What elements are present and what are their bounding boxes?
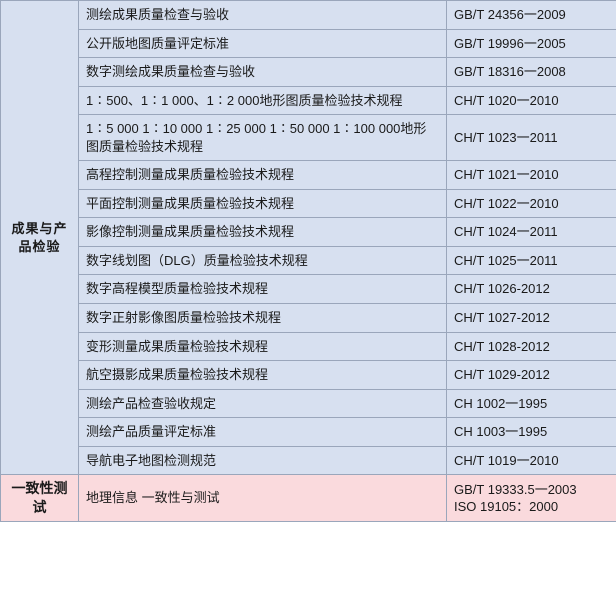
table-row-consistency: 一致性测试 地理信息 一致性与测试 GB/T 19333.5一2003 ISO … <box>0 474 616 523</box>
standard-name: 航空摄影成果质量检验技术规程 <box>78 360 447 390</box>
standard-name: 地理信息 一致性与测试 <box>78 474 447 523</box>
standard-code: CH/T 1028-2012 <box>446 331 616 362</box>
table-row: 公开版地图质量评定标准 GB/T 19996一2005 <box>1 28 616 59</box>
standard-name: 测绘产品质量评定标准 <box>78 417 447 447</box>
table-row: 导航电子地图检测规范 CH/T 1019一2010 <box>1 445 616 476</box>
table-row: 高程控制测量成果质量检验技术规程 CH/T 1021一2010 <box>1 160 616 190</box>
standard-code: CH/T 1020一2010 <box>446 85 616 116</box>
standard-code: CH 1002一1995 <box>446 388 616 419</box>
table-row: 1∶500、1∶1 000、1∶2 000地形图质量检验技术规程 CH/T 10… <box>1 85 616 116</box>
table-row: 数字正射影像图质量检验技术规程 CH/T 1027-2012 <box>1 303 616 333</box>
standard-name: 变形测量成果质量检验技术规程 <box>78 331 447 362</box>
standard-code: CH/T 1024一2011 <box>446 217 616 247</box>
standard-name: 影像控制测量成果质量检验技术规程 <box>78 217 447 247</box>
standard-code: CH/T 1022一2010 <box>446 188 616 219</box>
table-row: 成果与产品检验 测绘成果质量检查与验收 GB/T 24356一2009 <box>0 0 616 476</box>
standard-name: 数字测绘成果质量检查与验收 <box>78 57 447 87</box>
standards-table-body: 成果与产品检验 测绘成果质量检查与验收 GB/T 24356一2009 公开版地… <box>0 0 616 523</box>
standard-code: CH/T 1021一2010 <box>446 160 616 190</box>
category-cell-results: 成果与产品检验 <box>0 0 79 476</box>
category-label: 成果与产品检验 <box>11 221 68 254</box>
standards-table: 成果与产品检验 测绘成果质量检查与验收 GB/T 24356一2009 公开版地… <box>0 0 616 523</box>
table-row: 数字高程模型质量检验技术规程 CH/T 1026-2012 <box>1 274 616 305</box>
standard-code: CH/T 1025一2011 <box>446 245 616 276</box>
table-row: 航空摄影成果质量检验技术规程 CH/T 1029-2012 <box>1 360 616 390</box>
standard-name: 数字高程模型质量检验技术规程 <box>78 274 447 305</box>
table-row: 变形测量成果质量检验技术规程 CH/T 1028-2012 <box>1 331 616 362</box>
category-cell-consistency: 一致性测试 <box>0 474 79 523</box>
standard-code: CH/T 1029-2012 <box>446 360 616 390</box>
standard-code: CH/T 1026-2012 <box>446 274 616 305</box>
standard-name: 数字线划图（DLG）质量检验技术规程 <box>78 245 447 276</box>
standard-name: 平面控制测量成果质量检验技术规程 <box>78 188 447 219</box>
table-row: 数字线划图（DLG）质量检验技术规程 CH/T 1025一2011 <box>1 245 616 276</box>
standard-name: 导航电子地图检测规范 <box>78 445 447 476</box>
table-row: 影像控制测量成果质量检验技术规程 CH/T 1024一2011 <box>1 217 616 247</box>
standard-name: 公开版地图质量评定标准 <box>78 28 447 59</box>
standard-code: CH 1003一1995 <box>446 417 616 447</box>
standard-code: CH/T 1019一2010 <box>446 445 616 476</box>
standard-name: 测绘产品检查验收规定 <box>78 388 447 419</box>
table-row: 测绘产品检查验收规定 CH 1002一1995 <box>1 388 616 419</box>
standard-code: CH/T 1027-2012 <box>446 303 616 333</box>
table-row: 1∶5 000 1∶10 000 1∶25 000 1∶50 000 1∶100… <box>1 114 616 162</box>
standard-code: CH/T 1023一2011 <box>446 114 616 162</box>
table-row: 数字测绘成果质量检查与验收 GB/T 18316一2008 <box>1 57 616 87</box>
standard-code: GB/T 19333.5一2003 ISO 19105：2000 <box>446 474 616 523</box>
standard-name: 高程控制测量成果质量检验技术规程 <box>78 160 447 190</box>
standard-name: 1∶500、1∶1 000、1∶2 000地形图质量检验技术规程 <box>78 85 447 116</box>
standard-name: 测绘成果质量检查与验收 <box>78 0 447 30</box>
standard-code: GB/T 24356一2009 <box>446 0 616 30</box>
standard-code: GB/T 19996一2005 <box>446 28 616 59</box>
standard-name: 1∶5 000 1∶10 000 1∶25 000 1∶50 000 1∶100… <box>78 114 447 162</box>
table-row: 平面控制测量成果质量检验技术规程 CH/T 1022一2010 <box>1 188 616 219</box>
table-row: 测绘产品质量评定标准 CH 1003一1995 <box>1 417 616 447</box>
standard-code: GB/T 18316一2008 <box>446 57 616 87</box>
standard-name: 数字正射影像图质量检验技术规程 <box>78 303 447 333</box>
